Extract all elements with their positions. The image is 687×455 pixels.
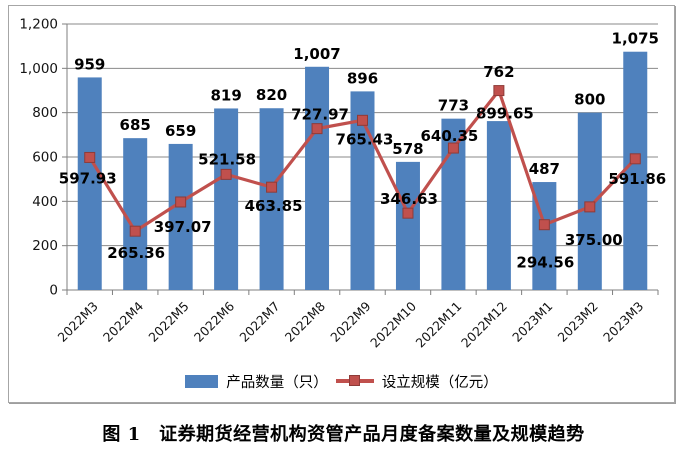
x-tick-label: 2022M11 [413,299,465,351]
x-tick-label: 2023M2 [555,299,601,345]
line-data-label: 765.43 [336,130,394,148]
line-marker [220,168,232,180]
y-tick-label: 0 [49,283,58,299]
x-tick-label: 2022M3 [54,299,100,345]
x-tick-label: 2022M6 [191,298,237,344]
line-marker [175,196,187,208]
bar [77,77,102,291]
x-tick-label: 2022M9 [327,298,373,344]
bar-data-label: 1,075 [612,30,659,48]
bar-data-label: 659 [165,122,196,140]
bar-data-label: 820 [256,86,287,104]
y-tick-label: 400 [32,194,58,210]
line-marker [129,225,141,237]
y-tick-label: 1,200 [19,17,58,33]
bar [259,108,284,290]
bar [214,108,239,290]
line-data-label: 521.58 [198,150,256,168]
line-series-swatch-square [348,375,360,386]
bar-data-label: 487 [529,160,560,178]
y-tick-label: 1,000 [19,61,58,77]
line-data-label: 591.86 [608,170,666,188]
line-data-label: 346.63 [380,190,438,208]
line-data-label: 265.36 [107,244,165,262]
line-series-legend-label: 设立规模（亿元） [381,374,498,391]
x-tick-label: 2022M12 [458,299,510,351]
bar [168,143,193,290]
bar-data-label: 896 [347,69,378,87]
line-data-label: 397.07 [154,218,212,236]
bar-series-swatch [185,374,219,388]
bar [486,121,511,290]
line-marker [447,142,459,154]
line-series-marker-icon [335,375,374,387]
chart-legend: 产品数量（只） 设立规模（亿元） [9,370,674,392]
x-tick-label: 2022M4 [100,298,146,344]
line-data-label: 294.56 [516,254,574,272]
bar-data-label: 1,007 [293,45,340,63]
line-data-label: 375.00 [565,231,623,249]
line-marker [493,85,505,97]
bar [395,161,420,290]
x-tick-label: 2022M7 [236,299,282,345]
chart-frame: 0 200 400 600 800 1,000 1,200 2022M3 2022M4 2022M… [8,5,675,403]
line-marker [311,123,323,135]
bar-data-label: 819 [210,86,241,104]
line-data-label: 463.85 [245,197,303,215]
bar-data-label: 773 [438,97,469,115]
bar [305,66,330,290]
line-marker [584,201,596,213]
line-marker [402,207,414,219]
x-tick-label: 2023M3 [600,299,646,345]
bar-data-label: 959 [74,55,105,73]
line-data-label: 899.65 [476,105,534,123]
bar [577,112,602,291]
bar-series-legend-label: 产品数量（只） [226,374,328,391]
x-tick-label: 2022M10 [367,298,419,350]
line-marker [84,151,96,163]
x-tick-label: 2023M1 [509,299,555,345]
x-tick-label: 2022M5 [145,299,191,345]
line-marker [629,153,641,165]
bar-data-label: 685 [120,116,151,134]
line-marker [266,181,278,193]
bar [623,51,648,291]
line-data-label: 597.93 [59,169,117,187]
x-tick-label: 2022M8 [282,298,328,344]
figure-caption: 图 1 证券期货经营机构资管产品月度备案数量及规模趋势 [102,424,585,445]
line-marker [538,219,550,231]
line-data-label: 640.35 [420,127,478,145]
line-data-label: 727.97 [291,106,349,124]
bar-data-label: 578 [392,140,423,158]
bar-data-label: 800 [574,91,605,109]
y-tick-label: 800 [32,105,58,121]
y-tick-label: 600 [32,150,58,166]
bar [123,138,148,290]
line-marker [357,114,368,126]
y-tick-label: 200 [32,238,58,254]
bar-data-label: 762 [483,63,514,81]
